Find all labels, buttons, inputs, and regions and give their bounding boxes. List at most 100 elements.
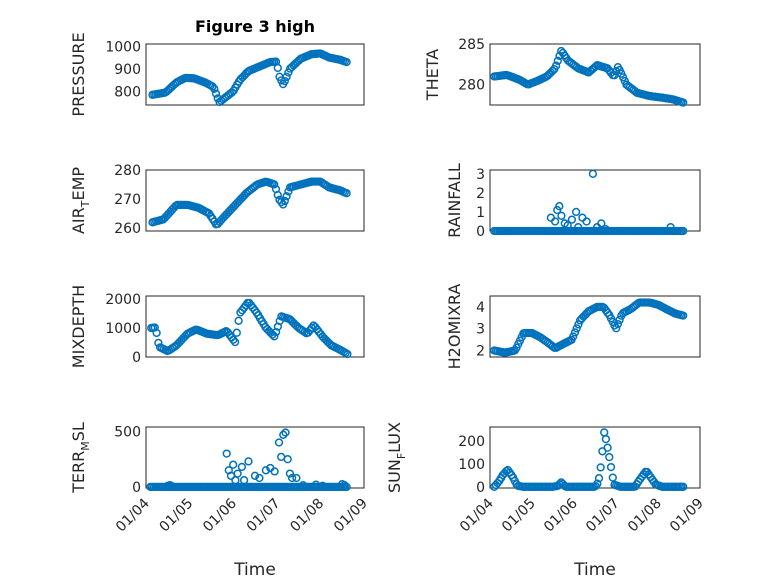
y-tick-label: 280 — [114, 163, 141, 179]
series-markers — [147, 298, 352, 359]
data-point — [270, 332, 279, 341]
data-point — [281, 428, 290, 437]
data-point — [222, 449, 231, 458]
axes-frame — [145, 43, 365, 106]
data-point — [270, 467, 279, 476]
x-axis-label: Time — [233, 560, 276, 580]
y-tick-label: 100 — [458, 457, 485, 473]
subplot-pressure: 800 900 1000 PRESSURE Figure 3 high — [69, 17, 365, 117]
y-axis-label: MIXDEPTH — [69, 285, 88, 368]
y-tick-label: 200 — [458, 434, 485, 450]
data-point — [679, 98, 688, 107]
data-point — [597, 219, 606, 228]
data-point — [244, 457, 253, 466]
data-point — [582, 217, 591, 226]
data-point — [343, 349, 352, 359]
subplot-h2omixra: 2 3 4 H2OMIXRA — [445, 284, 701, 370]
data-point — [342, 189, 351, 198]
y-tick-label: 1 — [476, 205, 485, 221]
y-axis-label: H2OMIXRA — [445, 284, 464, 370]
data-point — [553, 56, 562, 65]
y-tick-label: 800 — [114, 84, 141, 100]
subplot-theta: 280 285 THETA — [423, 37, 701, 107]
data-point — [261, 466, 271, 475]
data-point — [342, 57, 351, 67]
y-axis-label: PRESSURE — [69, 32, 88, 116]
data-point — [567, 215, 577, 224]
y-axis-label: AIRTEMP — [69, 167, 92, 234]
chart-title: Figure 3 high — [195, 17, 315, 36]
series-markers — [146, 428, 351, 492]
data-point — [298, 481, 308, 490]
data-point — [273, 63, 282, 73]
y-tick-label: 285 — [458, 37, 485, 53]
data-point — [606, 462, 616, 472]
data-point — [292, 473, 301, 483]
y-tick-label: 1000 — [105, 39, 141, 55]
y-tick-label: 0 — [132, 480, 141, 496]
series-markers — [490, 169, 688, 236]
data-point — [605, 452, 614, 462]
data-point — [150, 323, 159, 332]
data-point — [613, 319, 623, 329]
data-point — [615, 315, 624, 325]
data-point — [270, 180, 279, 189]
axes-frame — [145, 169, 365, 232]
y-tick-label: 270 — [114, 192, 141, 208]
y-tick-label: 2 — [476, 186, 485, 202]
data-point — [283, 455, 292, 464]
series-markers — [490, 428, 688, 491]
series-markers — [148, 49, 351, 107]
data-point — [608, 473, 617, 482]
data-point — [210, 84, 219, 93]
y-tick-label: 2 — [476, 343, 485, 359]
data-point — [574, 320, 583, 329]
data-point — [280, 196, 289, 206]
data-point — [588, 169, 598, 178]
y-tick-label: 1000 — [105, 321, 141, 337]
y-tick-label: 900 — [114, 62, 141, 78]
series-markers — [148, 177, 351, 229]
data-point — [230, 337, 240, 347]
y-axis-label: SUNFLUX — [385, 422, 408, 493]
data-point — [572, 324, 581, 333]
data-point — [274, 438, 284, 447]
subplot-rainfall: 0 1 2 3 RAINFALL — [445, 163, 701, 240]
data-point — [232, 328, 241, 337]
data-point — [239, 476, 249, 485]
data-point — [679, 226, 688, 236]
data-point — [279, 430, 288, 439]
data-point — [570, 328, 580, 337]
y-axis-label: THETA — [423, 49, 442, 101]
data-point — [601, 224, 610, 234]
data-point — [601, 434, 611, 444]
axes-frame — [145, 426, 365, 489]
y-tick-label: 3 — [476, 167, 485, 183]
subplot-mixdepth: 0 1000 2000 MIXDEPTH — [69, 285, 365, 368]
data-point — [551, 61, 561, 70]
y-tick-label: 260 — [114, 221, 141, 237]
data-point — [571, 207, 581, 217]
data-point — [612, 324, 621, 333]
data-point — [679, 482, 688, 491]
axes-frame — [489, 169, 701, 232]
data-point — [282, 192, 291, 201]
y-tick-label: 3 — [476, 322, 485, 338]
data-point — [340, 481, 349, 490]
data-point — [555, 202, 564, 211]
data-point — [557, 211, 566, 220]
data-point — [287, 473, 297, 483]
y-tick-label: 280 — [458, 78, 485, 94]
data-point — [229, 460, 238, 469]
y-tick-label: 0 — [476, 224, 485, 240]
data-point — [280, 76, 289, 86]
y-tick-label: 0 — [132, 350, 141, 366]
data-point — [250, 471, 260, 480]
data-point — [285, 469, 295, 478]
data-point — [666, 223, 675, 232]
data-point — [603, 443, 612, 452]
data-point — [569, 332, 578, 341]
data-point — [152, 328, 161, 338]
data-point — [211, 89, 221, 98]
data-point — [168, 482, 177, 491]
